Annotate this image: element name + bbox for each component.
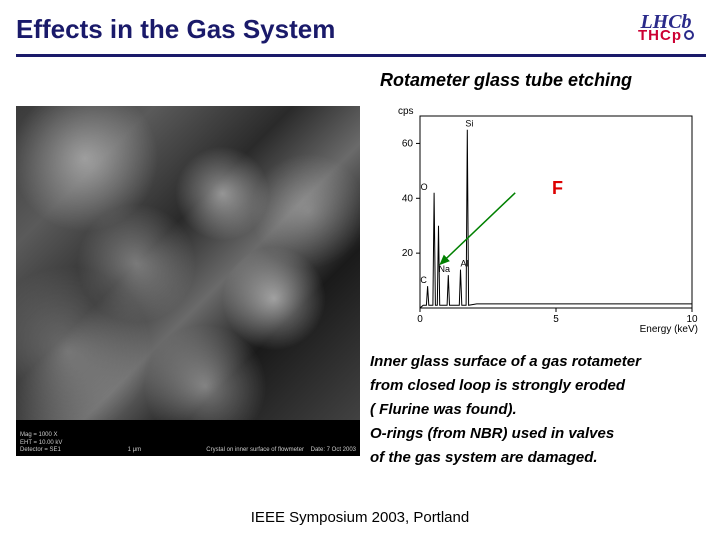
svg-text:C: C [420, 275, 427, 285]
text-line: Inner glass surface of a gas rotameter [370, 350, 716, 374]
logo-ring-icon [684, 30, 694, 40]
svg-text:5: 5 [553, 314, 559, 325]
svg-text:O: O [421, 182, 428, 192]
sem-micrograph: Mag = 1000 X EHT = 10.00 kV Detector = S… [16, 106, 360, 456]
subtitle: Rotameter glass tube etching [380, 70, 632, 91]
sem-caption-left: Mag = 1000 X EHT = 10.00 kV Detector = S… [20, 432, 62, 454]
text-line: from closed loop is strongly eroded [370, 374, 716, 398]
svg-text:0: 0 [417, 314, 423, 325]
svg-text:Si: Si [465, 119, 473, 129]
text-line: O-rings (from NBR) used in valves [370, 422, 716, 446]
svg-text:60: 60 [402, 138, 414, 149]
logo-bottom-text: THCp [638, 28, 694, 43]
sem-caption-mid: 1 μm [128, 447, 141, 454]
eds-spectrum-chart: 2040600510cpsEnergy (keV)CONaAlSi F [380, 100, 704, 336]
slide-title: Effects in the Gas System [16, 14, 335, 45]
text-line: of the gas system are damaged. [370, 446, 716, 470]
svg-text:20: 20 [402, 248, 414, 259]
text-line: ( Flurine was found). [370, 398, 716, 422]
body-text: Inner glass surface of a gas rotameter f… [370, 350, 716, 470]
sem-caption-bar: Mag = 1000 X EHT = 10.00 kV Detector = S… [16, 420, 360, 456]
svg-text:40: 40 [402, 193, 414, 204]
svg-text:cps: cps [398, 106, 414, 117]
sem-caption-right: Crystal on inner surface of flowmeter Da… [206, 447, 356, 454]
title-rule [16, 54, 706, 57]
logo-bottom-label: THCp [638, 28, 682, 43]
fluorine-label: F [552, 178, 563, 199]
slide-footer: IEEE Symposium 2003, Portland [0, 509, 720, 526]
svg-text:Al: Al [461, 259, 469, 269]
svg-text:Na: Na [439, 264, 451, 274]
svg-text:Energy (keV): Energy (keV) [640, 324, 698, 335]
spectrum-svg: 2040600510cpsEnergy (keV)CONaAlSi [380, 100, 704, 336]
experiment-logo: LHCb THCp [626, 4, 706, 50]
sem-texture [16, 106, 360, 456]
